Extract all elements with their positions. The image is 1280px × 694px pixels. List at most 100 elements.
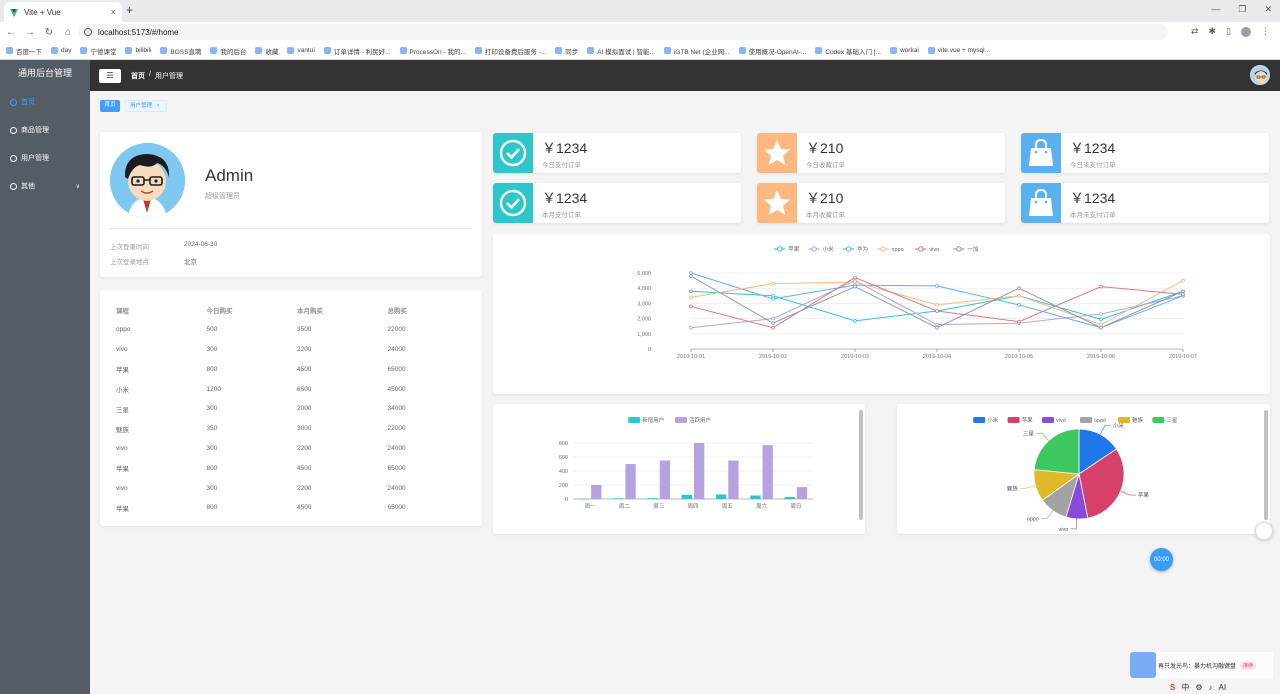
tray-ai-label[interactable]: AI [1218, 682, 1227, 692]
legend-item[interactable]: 活跃用户 [675, 416, 711, 424]
bookmark-item[interactable]: 宁德课堂 [80, 46, 116, 56]
bookmark-item[interactable]: 订单详情 - 利民好... [323, 46, 391, 56]
close-window-icon[interactable]: ✕ [1264, 4, 1272, 14]
bookmark-item[interactable]: workai [889, 47, 919, 54]
data-point [771, 297, 775, 301]
avatar[interactable] [1250, 65, 1270, 85]
close-tab-icon[interactable]: × [110, 7, 116, 17]
legend-label: 小米 [987, 416, 999, 424]
maximize-icon[interactable]: ❐ [1238, 4, 1247, 14]
notification-tag[interactable]: 接续 [1240, 660, 1257, 670]
floating-assistant-avatar[interactable] [1255, 522, 1273, 540]
table-cell: 300 [206, 405, 218, 413]
reload-icon[interactable]: ↻ [44, 26, 54, 38]
legend-label: oppo [891, 247, 903, 253]
bookmark-item[interactable]: Codex 基础入门 [... [815, 46, 881, 56]
site-info-icon[interactable] [84, 28, 92, 36]
bookmark-item[interactable]: ProcessOn - 我的... [399, 46, 466, 56]
bookmark-item[interactable]: 同步 [555, 46, 578, 56]
table-cell: vivo [116, 345, 128, 353]
tray-settings-icon[interactable]: ⚙ [1195, 682, 1203, 692]
bookmark-label: vite.vue + mysql... [937, 47, 990, 54]
tag-user-management[interactable]: 用户管理 × [125, 100, 167, 112]
sidebar-item-other[interactable]: 其他 ∨ [0, 172, 90, 200]
legend-item[interactable]: 新增用户 [628, 416, 664, 424]
bookmark-item[interactable]: AI 模拟面试 | 智能... [587, 46, 655, 56]
bookmark-item[interactable]: BOSS直聘 [160, 46, 201, 56]
url-input[interactable]: localhost:5173/#/home [78, 24, 1168, 40]
legend-item[interactable]: oppo [1080, 417, 1106, 424]
bookmark-label: 宁德课堂 [90, 48, 117, 56]
legend-item[interactable]: vivo [1042, 417, 1066, 424]
back-icon[interactable]: ← [6, 26, 16, 38]
notification-image [1130, 652, 1156, 678]
check-icon [493, 133, 533, 173]
recording-timer-button[interactable]: 00:00 [1150, 548, 1173, 571]
minimize-icon[interactable]: — [1211, 4, 1221, 14]
pie-slice-三星[interactable] [1033, 428, 1080, 475]
legend-item[interactable]: 一加 [953, 245, 978, 253]
last-login-time-label: 上次登录时间 [110, 244, 149, 251]
bookmark-item[interactable]: 打印设备费后服务 -... [474, 46, 546, 56]
legend-item[interactable]: 小米 [973, 416, 999, 424]
sidebar-item-users[interactable]: 用户管理 [0, 144, 90, 172]
legend-item[interactable]: 小米 [808, 245, 835, 253]
pie-label: 魅族 [1007, 484, 1019, 492]
table-cell: 2200 [297, 345, 312, 353]
legend-item[interactable]: 华为 [843, 245, 868, 253]
collapse-menu-button[interactable]: ☰ [99, 68, 121, 83]
browser-tab[interactable]: Vite + Vue × [4, 2, 122, 22]
data-point [689, 271, 693, 275]
bookmark-item[interactable]: day [51, 47, 71, 54]
home-icon[interactable]: ⌂ [64, 26, 72, 38]
extensions-icon[interactable]: ✱ [1208, 26, 1217, 36]
bookmark-item[interactable]: vite.vue + mysql... [927, 47, 990, 54]
tag-home[interactable]: 首页 [100, 100, 120, 112]
tag-close-icon[interactable]: × [156, 103, 160, 109]
bookmark-item[interactable]: 百度一下 [6, 46, 42, 56]
legend-item[interactable]: oppo [877, 246, 904, 253]
bookmark-label: 订单详情 - 利民好... [333, 48, 391, 56]
table-cell: vivo [116, 484, 128, 492]
bookmark-item[interactable]: iGTB Net (企业网... [663, 46, 730, 56]
bar-新增用户 [784, 496, 795, 499]
legend-item[interactable]: 苹果 [774, 245, 800, 253]
table-cell: 300 [206, 484, 218, 492]
bar-新增用户 [716, 494, 727, 499]
profile-icon[interactable] [1241, 26, 1251, 37]
x-tick-label: 周一 [585, 503, 597, 510]
browser-menu-icon[interactable]: ⋮ [1261, 26, 1270, 36]
pie-card-scrollbar[interactable] [1264, 410, 1268, 520]
data-point [1099, 325, 1103, 330]
notification-toast[interactable]: 再只发光鸟：暴力机沟融键盘 接续 [1130, 652, 1273, 678]
bookmark-item[interactable]: 使用概况-OpenAI-... [738, 46, 806, 56]
sidepanel-icon[interactable]: ▯ [1226, 26, 1231, 36]
legend-item[interactable]: vivo [915, 246, 939, 253]
star-icon [757, 183, 797, 223]
bookmark-item[interactable]: 收藏 [255, 46, 278, 56]
bar-活跃用户 [728, 460, 739, 499]
table-cell: 4500 [297, 365, 312, 373]
translate-icon[interactable]: ⇄ [1190, 26, 1199, 36]
sidebar-item-goods[interactable]: 商品管理 [0, 116, 90, 144]
legend-item[interactable]: 魅族 [1118, 416, 1144, 424]
bar-card-scrollbar[interactable] [859, 410, 863, 520]
y-tick-label: 4,000 [637, 286, 651, 292]
tray-mic-icon[interactable]: ♪ [1208, 682, 1213, 692]
bookmark-item[interactable]: bilibili [125, 47, 151, 54]
bookmark-label: BOSS直聘 [170, 48, 202, 56]
table-cell: 4500 [297, 464, 312, 472]
stat-card: ￥1234 今日未支付订单 [1021, 133, 1269, 173]
breadcrumb-home[interactable]: 首页 [131, 72, 145, 80]
legend-item[interactable]: 三星 [1152, 417, 1178, 424]
stat-text: ￥1234 本月支付订单 [533, 183, 587, 223]
tray-app-icon[interactable]: S [1170, 682, 1176, 692]
new-tab-button[interactable]: + [126, 3, 134, 17]
bookmark-item[interactable]: 我的后台 [210, 46, 246, 56]
legend-item[interactable]: 苹果 [1007, 416, 1034, 424]
bookmark-item[interactable]: vantui [287, 47, 315, 54]
sidebar-item-home[interactable]: 首页 [0, 88, 90, 116]
ime-indicator[interactable]: 中 [1181, 682, 1190, 692]
forward-icon[interactable]: → [25, 26, 35, 38]
